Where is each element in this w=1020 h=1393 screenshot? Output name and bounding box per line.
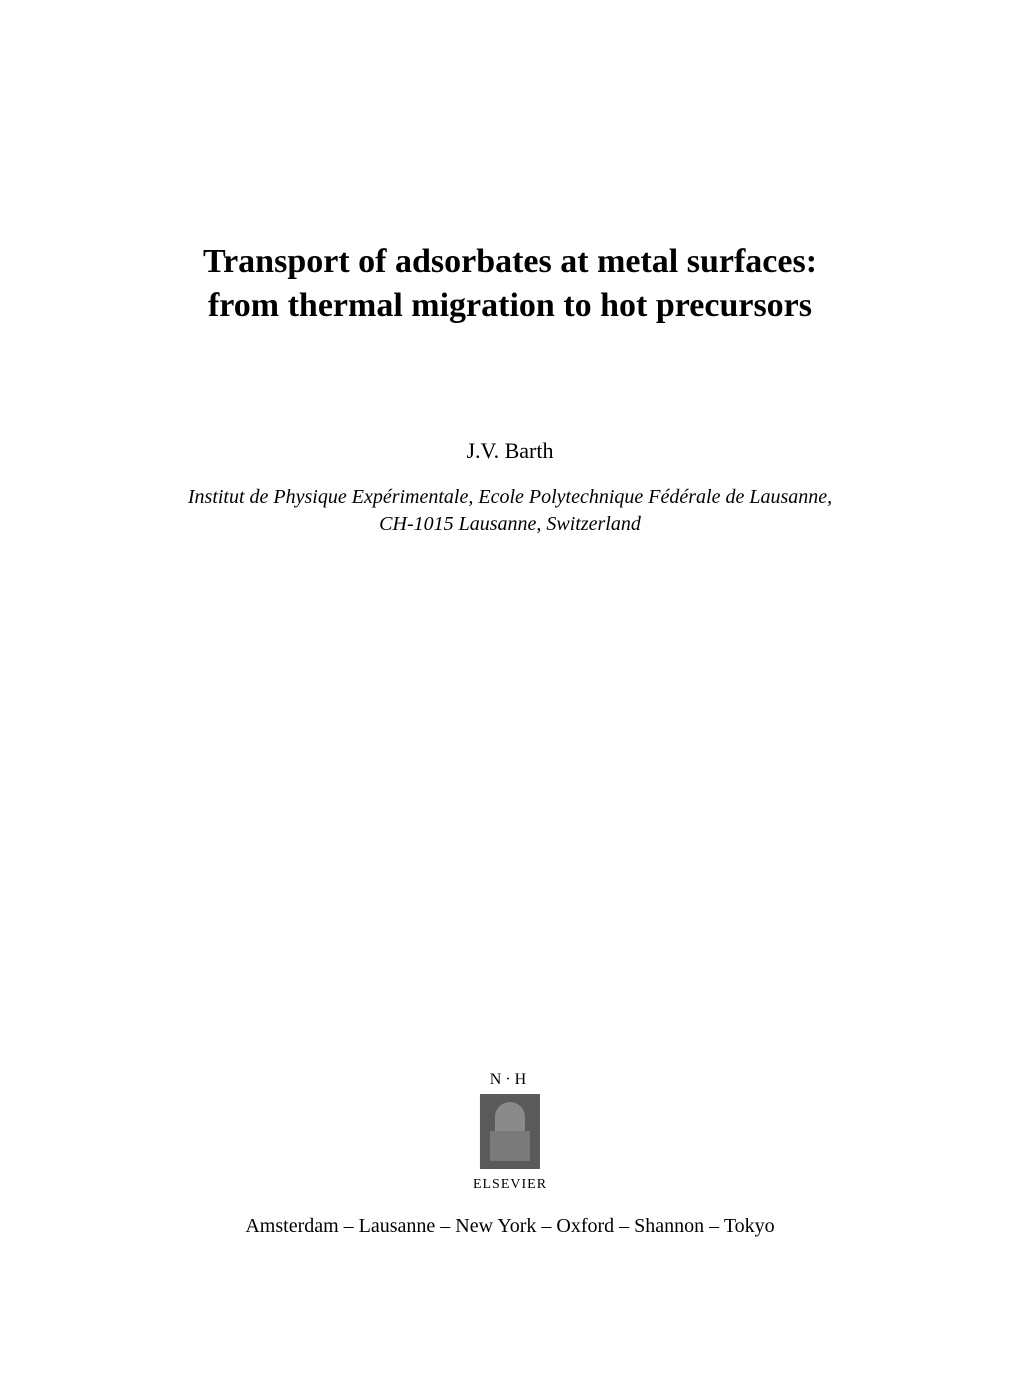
author-name: J.V. Barth xyxy=(467,438,554,464)
affiliation-line-1: Institut de Physique Expérimentale, Ecol… xyxy=(188,484,832,511)
title-line-2: from thermal migration to hot precursors xyxy=(203,284,817,328)
publisher-logo-section: N·H ELSEVIER xyxy=(473,1071,547,1193)
paper-title: Transport of adsorbates at metal surface… xyxy=(203,240,817,328)
publisher-emblem-icon xyxy=(480,1094,540,1169)
affiliation-line-2: CH-1015 Lausanne, Switzerland xyxy=(188,511,832,538)
title-page: Transport of adsorbates at metal surface… xyxy=(0,0,1020,1393)
publisher-name: ELSEVIER xyxy=(473,1177,547,1193)
publisher-locations: Amsterdam – Lausanne – New York – Oxford… xyxy=(245,1215,774,1238)
title-line-1: Transport of adsorbates at metal surface… xyxy=(203,240,817,284)
author-affiliation: Institut de Physique Expérimentale, Ecol… xyxy=(188,484,832,538)
nh-label: N·H xyxy=(490,1071,530,1089)
